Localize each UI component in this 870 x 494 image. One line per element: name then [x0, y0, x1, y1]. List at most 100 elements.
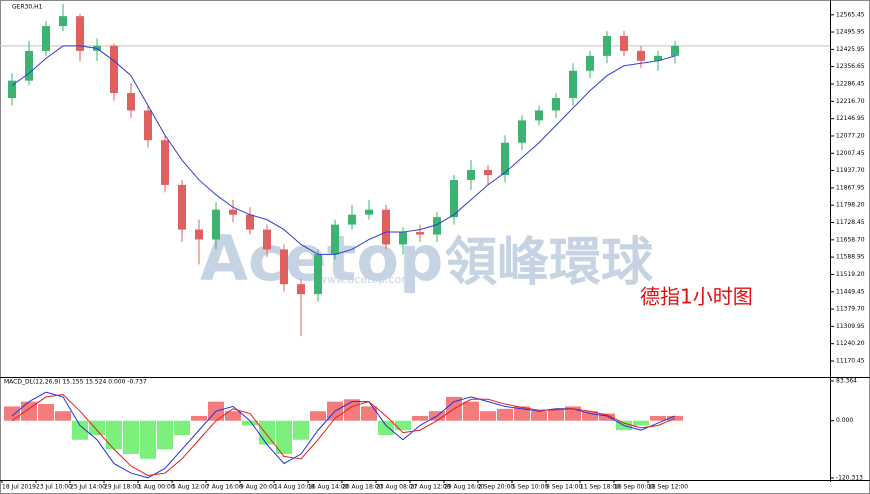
x-tick-label: 29 Aug 16:00	[444, 484, 485, 491]
candle-body	[348, 214, 356, 225]
watermark: www.acetop.com	[318, 273, 412, 286]
candle-body	[229, 209, 237, 215]
candle-body	[59, 16, 67, 27]
x-tick-label: 1 Aug 00:00	[138, 484, 175, 491]
x-tick-label: 25 Jul 14:00	[70, 484, 106, 491]
candle-body	[637, 50, 645, 61]
x-tick-label: 18 Sep 12:00	[648, 484, 688, 491]
candle-body	[246, 214, 254, 230]
y-tick-label: 11379.70	[836, 306, 865, 313]
candle-body	[76, 16, 84, 51]
candle-body	[42, 26, 50, 51]
candle-body	[127, 93, 135, 111]
candle-body	[178, 184, 186, 230]
x-tick-label: 14 Aug 10:00	[274, 484, 315, 491]
histogram-bar	[531, 411, 547, 421]
histogram-bar	[378, 420, 394, 435]
histogram-bar	[633, 420, 649, 426]
histogram-bar	[412, 415, 428, 421]
candle-body	[416, 232, 424, 235]
x-tick-label: 23 Aug 08:00	[376, 484, 417, 491]
moving-average	[11, 45, 676, 255]
candle-body	[552, 98, 560, 111]
candle-body	[161, 140, 169, 185]
histogram-bar	[225, 411, 241, 421]
x-tick-label: 18 Jul 2019	[2, 484, 36, 491]
histogram-bar	[344, 399, 360, 421]
candle-body	[620, 36, 628, 51]
y-tick-label: 12425.95	[836, 46, 865, 53]
candle-body	[518, 120, 526, 143]
x-tick-label: 16 Aug 14:00	[308, 484, 349, 491]
histogram-bar	[157, 420, 173, 450]
y-tick-label: 12565.45	[836, 11, 865, 18]
y-tick-label: 11309.95	[836, 323, 865, 330]
candle-body	[501, 142, 509, 175]
x-tick-label: 20 Aug 18:00	[342, 484, 383, 491]
histogram-bar	[480, 411, 496, 421]
histogram-bar	[242, 420, 258, 426]
histogram-bar	[293, 420, 309, 440]
annotation: 德指1小时图	[640, 285, 753, 309]
candle-body	[535, 110, 543, 121]
y-tick-label: 12007.45	[836, 150, 865, 157]
histogram-bar	[548, 408, 564, 421]
histogram-bar	[497, 408, 513, 421]
histogram-bar	[361, 406, 377, 421]
candle-body	[144, 110, 152, 141]
x-tick-label: 9 Aug 20:00	[240, 484, 277, 491]
y-tick-label: 12495.95	[836, 29, 865, 36]
candle-body	[654, 55, 662, 61]
histogram-bar	[123, 420, 139, 455]
y-tick-label: 83.364	[836, 378, 857, 385]
histogram-bar	[650, 415, 666, 421]
candle-body	[603, 36, 611, 56]
histogram-bar	[276, 420, 292, 455]
candle-body	[450, 179, 458, 218]
y-tick-label: 12146.95	[836, 115, 865, 122]
candle-body	[195, 229, 203, 240]
candle-body	[263, 229, 271, 250]
histogram-bar	[463, 401, 479, 421]
watermark: 領峰環球	[445, 233, 654, 293]
candle-body	[8, 80, 16, 99]
y-tick-label: 11170.45	[836, 357, 865, 364]
candle-body	[280, 249, 288, 285]
candle-body	[365, 209, 373, 215]
histogram-bar	[106, 420, 122, 450]
candle-body	[382, 209, 390, 245]
y-tick-label: 12077.20	[836, 132, 865, 139]
macd-line	[11, 393, 676, 476]
x-tick-label: 27 Aug 12:00	[410, 484, 451, 491]
candle-body	[671, 45, 679, 56]
candle-body	[484, 170, 492, 175]
histogram-bar	[72, 420, 88, 440]
y-tick-label: 11728.45	[836, 219, 865, 226]
histogram-bar	[191, 415, 207, 421]
histogram-bar	[174, 420, 190, 435]
indicator-title: MACD_DL(12,26,9) 15.155 15.524 0.000 -0.…	[4, 379, 147, 386]
candle-body	[586, 55, 594, 71]
y-tick-label: 11798.20	[836, 202, 865, 209]
y-tick-label: 11658.70	[836, 236, 865, 243]
y-tick-label: 12216.70	[836, 98, 865, 105]
chart-title: GER30,H1	[12, 4, 43, 11]
candle-body	[331, 224, 339, 255]
histogram-bar	[38, 404, 54, 421]
y-tick-label: 11519.20	[836, 271, 865, 278]
histogram-bar	[89, 420, 105, 435]
y-tick-label: 11588.95	[836, 254, 865, 261]
x-tick-label: 11 Sep 18:00	[580, 484, 620, 491]
y-tick-label: 11449.45	[836, 288, 865, 295]
y-tick-label: 12286.45	[836, 81, 865, 88]
x-tick-label: 5 Sep 10:00	[512, 484, 548, 491]
histogram-bar	[4, 406, 20, 421]
candle-body	[314, 254, 322, 295]
histogram-bar	[55, 411, 71, 421]
y-tick-label: 11867.95	[836, 184, 865, 191]
histogram-bar	[599, 413, 615, 421]
candle-body	[569, 70, 577, 99]
x-tick-label: 23 Jul 10:00	[36, 484, 72, 491]
candle-body	[212, 209, 220, 240]
